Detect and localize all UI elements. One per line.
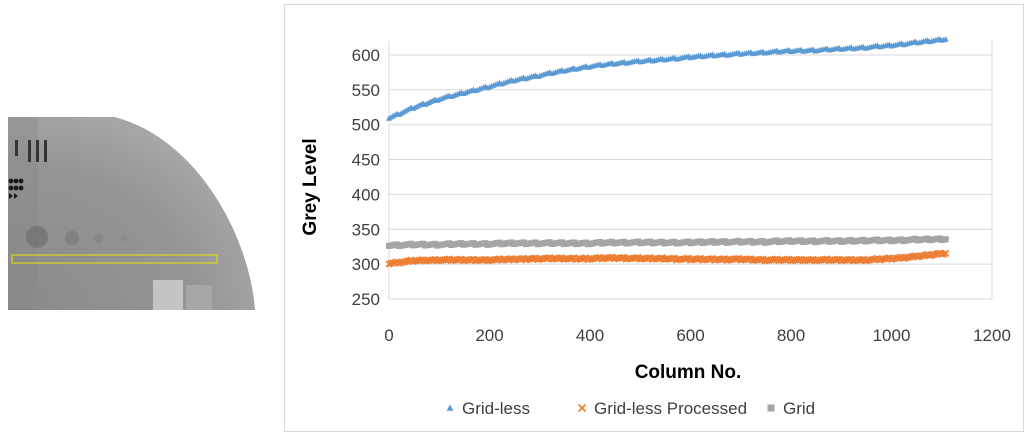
data-point	[757, 255, 765, 263]
data-point	[443, 255, 451, 263]
series-grid	[386, 235, 949, 250]
x-tick-label: 200	[475, 326, 503, 345]
x-tick-label: 400	[576, 326, 604, 345]
data-point	[845, 255, 853, 264]
data-point	[783, 255, 791, 263]
legend-marker	[446, 404, 454, 411]
series-grid-less	[386, 35, 949, 121]
data-point	[594, 254, 602, 262]
y-tick-label: 400	[352, 185, 380, 204]
y-tick-label: 550	[352, 81, 380, 100]
data-point	[656, 254, 664, 262]
y-axis-title: Grey Level	[300, 138, 321, 235]
data-point	[644, 254, 652, 262]
data-point	[940, 250, 948, 258]
data-point	[771, 255, 779, 263]
x-tick-label: 1000	[873, 326, 911, 345]
y-tick-label: 450	[352, 151, 380, 170]
data-point	[733, 255, 741, 263]
xray-lettering	[15, 140, 47, 162]
data-point	[417, 256, 425, 264]
x-axis-title: Column No.	[635, 362, 742, 383]
data-point	[682, 254, 691, 263]
xray-square-insert	[153, 280, 183, 310]
legend-label: Grid-less Processed	[594, 399, 747, 418]
data-point	[506, 255, 514, 263]
x-tick-label: 800	[777, 326, 805, 345]
xray-roi-box	[11, 254, 218, 264]
data-point	[745, 255, 753, 263]
x-tick-label: 0	[384, 326, 393, 345]
data-point	[632, 254, 640, 262]
y-tick-label: 300	[352, 255, 380, 274]
data-point	[821, 255, 829, 263]
data-point	[580, 254, 588, 262]
data-point	[707, 255, 715, 263]
data-point	[668, 254, 676, 262]
chart-area: 250 300 350 400 450 500 550 600 0 200 400 600 800 10…	[284, 4, 1024, 432]
data-point	[719, 255, 727, 263]
xray-contrast-discs	[26, 226, 128, 248]
series-grid-less-processed	[385, 249, 950, 268]
legend: Grid-less Grid-less Processed Grid	[446, 399, 815, 418]
data-point	[942, 249, 950, 257]
data-point	[544, 254, 552, 262]
y-axis-ticks: 250 300 350 400 450 500 550 600	[352, 46, 380, 309]
data-point	[857, 255, 865, 264]
data-point	[530, 254, 538, 262]
y-tick-label: 250	[352, 290, 380, 309]
data-point	[455, 255, 463, 263]
xray-dot-markers	[8, 178, 24, 199]
plot-series	[385, 35, 950, 268]
scatter-chart: 250 300 350 400 450 500 550 600 0 200 400 600 800 10…	[300, 35, 1011, 418]
y-tick-label: 500	[352, 116, 380, 135]
data-point	[493, 255, 502, 263]
xray-field	[8, 117, 255, 310]
x-tick-label: 1200	[973, 326, 1011, 345]
legend-marker	[577, 403, 587, 413]
y-tick-label: 600	[352, 46, 380, 65]
data-point	[618, 254, 626, 262]
legend-label: Grid-less	[462, 399, 530, 418]
data-point	[871, 255, 879, 263]
data-point	[556, 254, 564, 262]
y-tick-label: 350	[352, 220, 380, 239]
data-point	[807, 255, 815, 264]
data-point	[694, 255, 703, 263]
data-point	[942, 36, 949, 42]
data-point	[833, 255, 841, 263]
data-point	[942, 236, 949, 243]
data-point	[467, 255, 475, 263]
xray-phantom-image	[8, 117, 255, 310]
x-axis-ticks: 0 200 400 600 800 1000 1200	[384, 326, 1011, 345]
data-point	[568, 254, 576, 262]
legend-marker	[767, 404, 775, 412]
xray-edge-shade	[8, 117, 38, 310]
data-point	[883, 254, 892, 262]
x-tick-label: 600	[676, 326, 704, 345]
data-point	[479, 255, 488, 264]
data-point	[518, 254, 526, 263]
legend-label: Grid	[783, 399, 815, 418]
data-point	[606, 253, 614, 262]
data-point	[795, 255, 803, 264]
data-point	[429, 256, 437, 264]
xray-square-insert-small	[186, 285, 212, 310]
